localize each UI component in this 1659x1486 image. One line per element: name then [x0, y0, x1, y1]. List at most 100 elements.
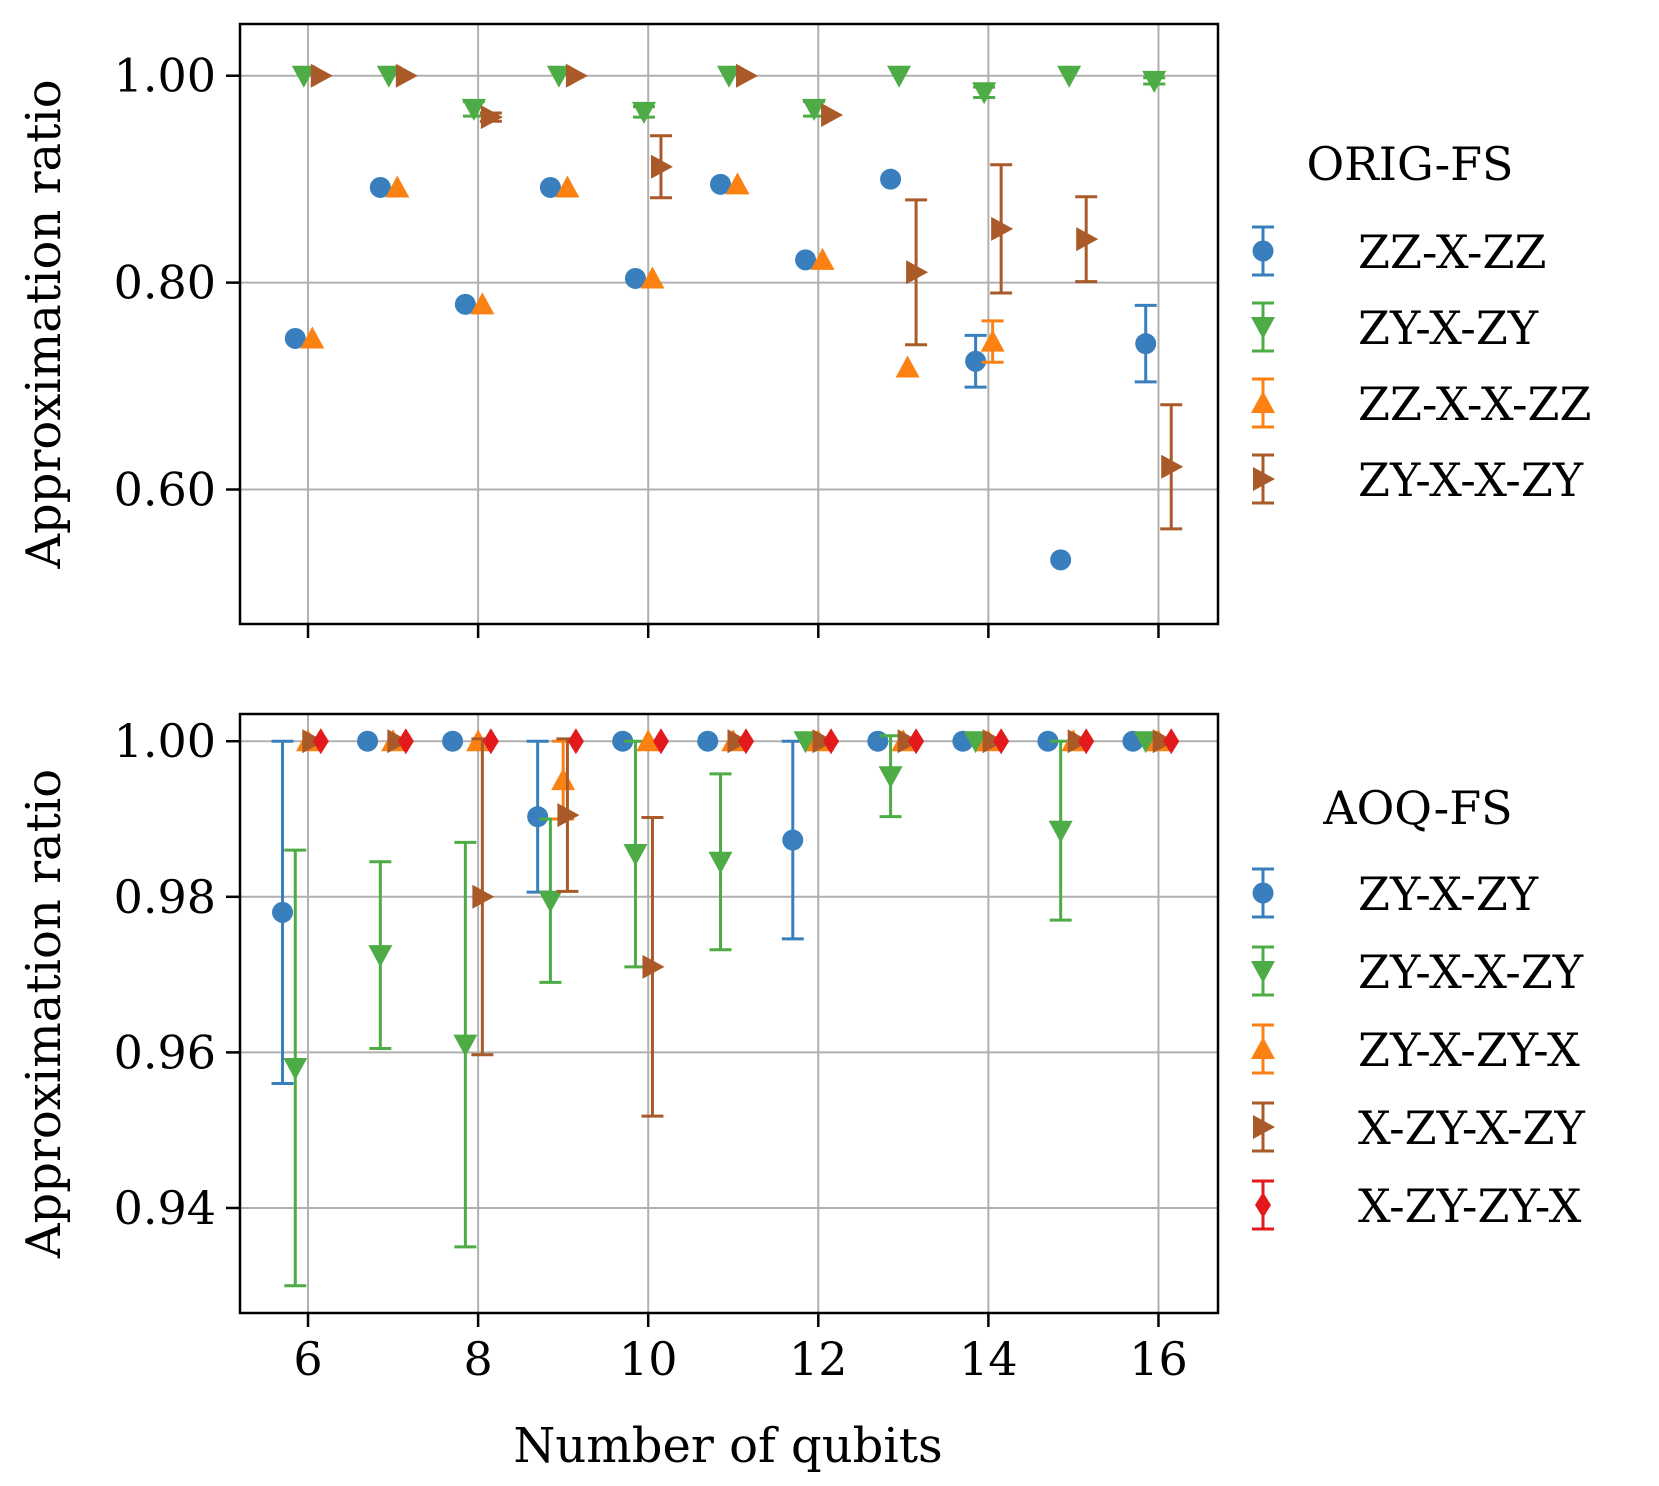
legend-handle-marker — [1251, 1037, 1275, 1059]
y-axis-label: Approximation ratio — [16, 79, 72, 569]
data-point — [539, 176, 561, 198]
y-tick-label: 0.94 — [114, 1181, 216, 1235]
data-point — [557, 803, 580, 828]
data-point — [709, 173, 731, 195]
legend-label: ZZ-X-ZZ — [1358, 225, 1546, 279]
legend-label: ZY-X-ZY — [1358, 867, 1539, 921]
data-point — [802, 98, 827, 121]
legend-handle-marker — [1253, 467, 1275, 491]
data-point — [368, 945, 393, 968]
data-point — [480, 105, 503, 130]
data-point — [1135, 333, 1157, 355]
x-tick-label: 8 — [463, 1332, 492, 1386]
data-point — [652, 728, 669, 755]
data-point — [567, 728, 584, 755]
series-X-ZY-X-ZY — [302, 729, 1175, 1118]
data-point — [312, 728, 329, 755]
legend-handle-marker — [1252, 240, 1274, 262]
legend-label: ZY-X-ZY-X — [1358, 1023, 1580, 1077]
series-ZY-X-X-ZY — [283, 731, 1158, 1288]
series-X-ZY-ZY-X — [312, 728, 1180, 755]
data-point — [538, 890, 563, 913]
data-point — [991, 216, 1014, 241]
data-point — [565, 63, 588, 88]
data-point — [272, 901, 294, 923]
data-point — [482, 728, 499, 755]
data-point — [551, 768, 576, 791]
data-point — [357, 730, 379, 752]
y-tick-label: 0.96 — [114, 1025, 216, 1079]
panel-2: 6 8 10 12 14 16 0.94 0.96 0.98 1.00 Approximation … — [16, 712, 1585, 1386]
data-point — [725, 172, 750, 195]
data-point — [736, 63, 759, 88]
legend-handle-marker — [1255, 1192, 1271, 1218]
data-point — [993, 728, 1010, 755]
data-point — [300, 326, 325, 349]
data-point — [624, 267, 646, 289]
data-point — [823, 728, 840, 755]
data-point — [397, 728, 414, 755]
data-point — [527, 806, 549, 828]
data-point — [453, 1034, 478, 1057]
x-tick-label: 16 — [1129, 1332, 1188, 1386]
data-point — [906, 260, 929, 285]
legend-label: X-ZY-X-ZY — [1358, 1101, 1585, 1155]
data-point — [395, 63, 418, 88]
data-point — [472, 884, 495, 909]
data-point — [369, 176, 391, 198]
data-area — [284, 63, 1184, 571]
y-tick-label: 0.60 — [114, 463, 216, 517]
data-point — [1142, 70, 1167, 93]
y-tick-label: 0.98 — [114, 870, 216, 924]
data-point — [793, 731, 818, 754]
data-point — [1161, 454, 1184, 479]
data-point — [1163, 728, 1180, 755]
data-point — [963, 731, 988, 754]
legend-label: ZZ-X-X-ZZ — [1358, 377, 1591, 431]
data-point — [291, 65, 316, 88]
figure-xlabel: Number of qubits — [513, 1418, 942, 1474]
legend-handle-marker — [1251, 961, 1275, 983]
data-point — [284, 327, 306, 349]
legend: AOQ-FS ZY-X-ZY ZY-X-X-ZY ZY-X-ZY-X X-ZY-X-ZY… — [1251, 781, 1585, 1233]
legend-label: ZY-X-X-ZY — [1358, 453, 1584, 507]
y-tick-label: 0.80 — [114, 256, 216, 310]
legend-title: ORIG-FS — [1306, 137, 1513, 191]
data-point — [442, 730, 464, 752]
data-point — [972, 82, 997, 105]
data-point — [385, 175, 410, 198]
grid-lines — [240, 714, 1218, 1313]
y-axis-label: Approximation ratio — [16, 769, 72, 1259]
plot-frame — [238, 712, 1220, 1315]
grid-lines — [240, 24, 1218, 624]
data-point — [283, 1057, 308, 1080]
x-tick-label: 14 — [959, 1332, 1018, 1386]
x-tick-label: 12 — [789, 1332, 848, 1386]
data-point — [1078, 728, 1095, 755]
series-ZZ-X-X-ZZ — [300, 172, 1005, 378]
legend: ORIG-FS ZZ-X-ZZ ZY-X-ZY ZZ-X-X-ZZ ZY-X-X-ZY — [1251, 137, 1591, 507]
data-point — [454, 293, 476, 315]
plot-frame — [238, 22, 1220, 626]
y-tick-label: 1.00 — [114, 714, 216, 768]
data-point — [1048, 820, 1073, 843]
data-point — [1037, 730, 1059, 752]
y-tick-label: 1.00 — [114, 49, 216, 103]
data-point — [623, 844, 648, 867]
legend-handle-marker — [1251, 317, 1275, 339]
data-point — [642, 954, 665, 979]
panel-1: 0.60 0.80 1.00 Approximation ratio ORIG-FS ZZ… — [16, 22, 1591, 638]
legend-handle-marker — [1252, 882, 1274, 904]
data-point — [612, 730, 634, 752]
data-point — [880, 168, 902, 190]
data-point — [1133, 731, 1158, 754]
legend-handle-marker — [1253, 1115, 1275, 1139]
series-ZY-X-ZY — [271, 730, 1144, 1086]
data-point — [895, 355, 920, 378]
legend-label: X-ZY-ZY-X — [1358, 1179, 1582, 1233]
data-point — [470, 292, 495, 315]
x-tick-label: 10 — [619, 1332, 678, 1386]
data-point — [636, 729, 661, 752]
data-point — [1057, 65, 1082, 88]
